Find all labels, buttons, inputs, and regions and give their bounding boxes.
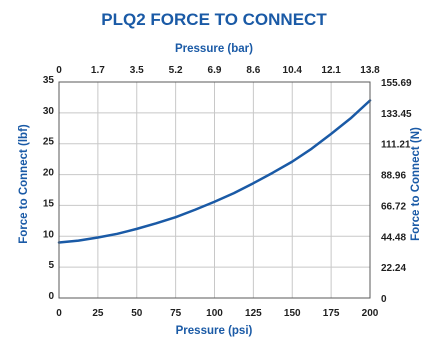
y2-tick-label: 44.48 xyxy=(381,232,406,243)
x-tick-label: 100 xyxy=(206,308,223,319)
y-tick-label: 5 xyxy=(48,260,54,271)
y-tick-label: 30 xyxy=(43,106,55,117)
x2-tick-label: 8.6 xyxy=(246,65,260,76)
x2-tick-label: 5.2 xyxy=(169,65,183,76)
x-tick-label: 200 xyxy=(362,308,379,319)
x-tick-label: 175 xyxy=(323,308,340,319)
force-curve-line xyxy=(57,99,372,244)
x-tick-label: 25 xyxy=(92,308,104,319)
y2-tick-label: 22.24 xyxy=(381,263,406,274)
x2-axis-title: Pressure (bar) xyxy=(175,43,253,55)
x-tick-label: 150 xyxy=(284,308,301,319)
x2-tick-label: 0 xyxy=(56,65,62,76)
x-tick-label: 50 xyxy=(131,308,143,319)
y2-tick-label: 66.72 xyxy=(381,201,406,212)
tick-layer: 00251.7503.5755.21006.91258.615010.41751… xyxy=(43,65,412,319)
y2-tick-label: 0 xyxy=(381,294,387,305)
y2-tick-label: 88.96 xyxy=(381,171,406,182)
grid-layer xyxy=(58,81,371,299)
y-tick-label: 15 xyxy=(43,198,55,209)
x-tick-label: 125 xyxy=(245,308,262,319)
y2-tick-label: 155.69 xyxy=(381,78,412,89)
chart-title: PLQ2 FORCE TO CONNECT xyxy=(101,10,327,29)
y-tick-label: 10 xyxy=(43,229,55,240)
y-axis-title: Force to Connect (lbf) xyxy=(18,124,30,244)
x2-tick-label: 12.1 xyxy=(321,65,341,76)
y-tick-label: 0 xyxy=(48,291,54,302)
y2-axis-title: Force to Connect (N) xyxy=(410,127,422,241)
x2-tick-label: 1.7 xyxy=(91,65,105,76)
x-tick-label: 0 xyxy=(56,308,62,319)
x-tick-label: 75 xyxy=(170,308,182,319)
x2-tick-label: 3.5 xyxy=(130,65,144,76)
x2-tick-label: 13.8 xyxy=(360,65,380,76)
y-tick-label: 20 xyxy=(43,168,55,179)
series-layer xyxy=(57,99,372,244)
y-tick-label: 35 xyxy=(43,75,55,86)
x2-tick-label: 10.4 xyxy=(283,65,303,76)
y2-tick-label: 133.45 xyxy=(381,109,412,120)
x2-tick-label: 6.9 xyxy=(208,65,222,76)
y2-tick-label: 111.21 xyxy=(381,140,411,151)
plot-frame xyxy=(58,81,371,299)
x-axis-title: Pressure (psi) xyxy=(176,325,253,337)
y-tick-label: 25 xyxy=(43,137,55,148)
